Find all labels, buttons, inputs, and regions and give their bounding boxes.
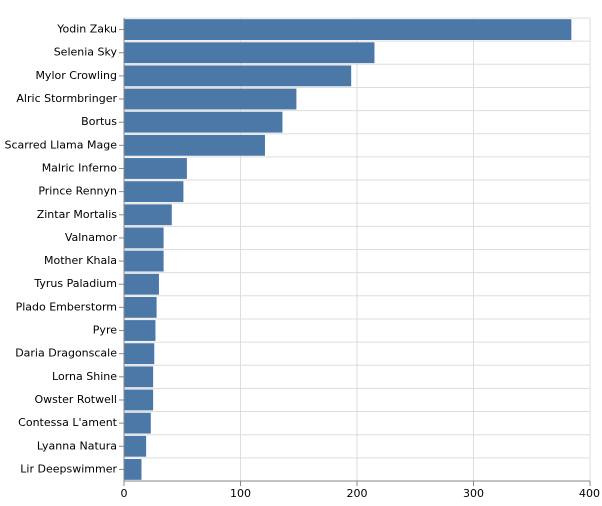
bar [124, 227, 164, 249]
bar [124, 250, 164, 272]
x-tick-label: 400 [579, 487, 600, 500]
y-tick-label: Contessa L'ament [18, 416, 118, 429]
y-tick-label: Valnamor [65, 231, 118, 244]
bar [124, 343, 155, 365]
bar [124, 435, 147, 457]
y-tick-label: Mother Khala [44, 254, 117, 267]
y-tick-label: Yodin Zaku [56, 23, 117, 36]
y-tick-label: Tyrus Paladium [33, 277, 117, 290]
bar [124, 158, 187, 179]
bar [124, 389, 154, 411]
y-tick-label: Bortus [81, 115, 117, 128]
bar [124, 42, 375, 64]
bar [124, 459, 142, 480]
bar [124, 204, 172, 226]
x-tick-label: 200 [347, 487, 368, 500]
bar [124, 88, 297, 110]
y-tick-label: Zintar Mortalis [37, 208, 118, 221]
y-tick-label: Owster Rotwell [34, 393, 117, 406]
y-tick-label: Lorna Shine [52, 370, 117, 383]
y-tick-label: Scarred Llama Mage [5, 138, 118, 151]
y-tick-label: Selenia Sky [54, 46, 118, 59]
bar [124, 111, 283, 133]
y-tick-label: Pyre [93, 324, 117, 337]
y-tick-label: Malric Inferno [42, 161, 118, 174]
bar [124, 65, 352, 87]
bar [124, 181, 184, 203]
bar [124, 273, 159, 295]
x-tick-label: 100 [230, 487, 251, 500]
y-tick-label: Lir Deepswimmer [20, 462, 117, 475]
bar [124, 19, 572, 40]
bar [124, 366, 154, 388]
y-tick-label: Prince Rennyn [38, 185, 117, 198]
x-tick-label: 300 [463, 487, 484, 500]
x-tick-label: 0 [121, 487, 128, 500]
y-tick-label: Alric Stormbringer [16, 92, 117, 105]
bar [124, 134, 265, 156]
y-tick-label: Daria Dragonscale [15, 347, 117, 360]
y-tick-label: Plado Emberstorm [16, 300, 117, 313]
bar [124, 412, 151, 434]
y-tick-label: Lyanna Natura [37, 439, 117, 452]
bar [124, 320, 156, 341]
y-tick-label: Mylor Crowling [35, 69, 117, 82]
bar [124, 296, 157, 318]
